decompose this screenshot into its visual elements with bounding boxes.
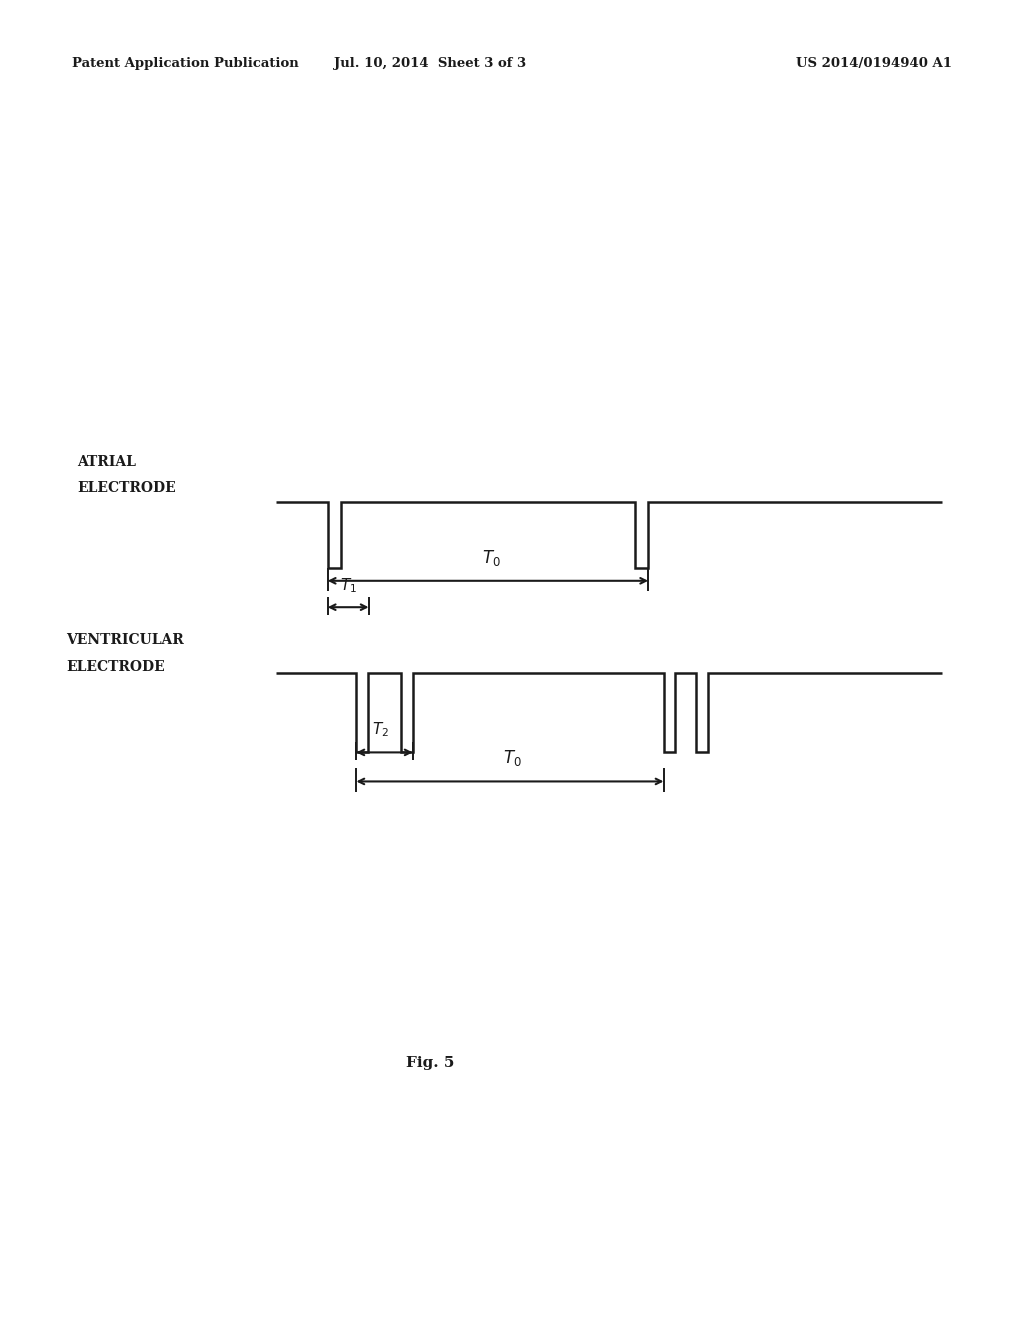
Text: Jul. 10, 2014  Sheet 3 of 3: Jul. 10, 2014 Sheet 3 of 3	[334, 57, 526, 70]
Text: US 2014/0194940 A1: US 2014/0194940 A1	[797, 57, 952, 70]
Text: ELECTRODE: ELECTRODE	[67, 660, 165, 673]
Text: Fig. 5: Fig. 5	[406, 1056, 455, 1069]
Text: ELECTRODE: ELECTRODE	[77, 482, 175, 495]
Text: Patent Application Publication: Patent Application Publication	[72, 57, 298, 70]
Text: $T_0$: $T_0$	[482, 548, 501, 568]
Text: VENTRICULAR: VENTRICULAR	[67, 634, 184, 647]
Text: $T_0$: $T_0$	[503, 748, 521, 768]
Text: ATRIAL: ATRIAL	[77, 455, 135, 469]
Text: $T_1$: $T_1$	[340, 577, 356, 595]
Text: $T_2$: $T_2$	[373, 721, 389, 739]
